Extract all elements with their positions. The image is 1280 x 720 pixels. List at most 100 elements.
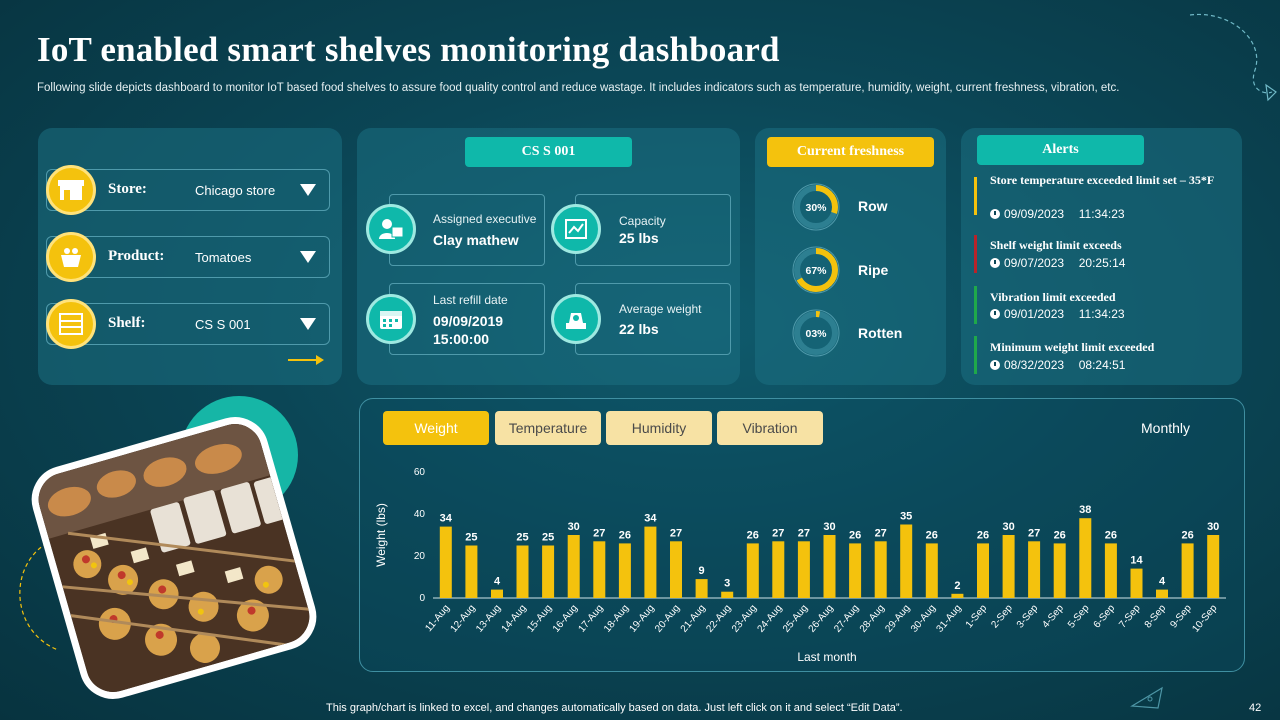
x-tick-label: 25-Aug (781, 603, 810, 635)
x-tick-label: 30-Aug (909, 603, 938, 635)
scale-icon (551, 294, 601, 344)
clock-icon (990, 360, 1000, 370)
alert-timestamp: 09/01/2023 11:34:23 (990, 307, 1125, 321)
bar-value-label: 14 (1130, 555, 1143, 567)
bar-value-label: 26 (849, 529, 861, 541)
x-tick-label: 5-Sep (1066, 603, 1092, 631)
shelf-icon (46, 299, 96, 349)
x-tick-label: 29-Aug (883, 603, 912, 635)
clock-icon (990, 258, 1000, 268)
capacity-icon (551, 204, 601, 254)
alert-date: 09/07/2023 (1004, 256, 1065, 270)
alert-title: Minimum weight limit exceeded (990, 340, 1155, 354)
bar-value-label: 27 (593, 527, 605, 539)
freshness-arc-ripe (794, 248, 838, 292)
pizza-doodle-icon (1130, 686, 1163, 709)
x-tick-label: 17-Aug (576, 603, 605, 635)
alerts-panel: Alerts Store temperature exceeded limit … (961, 128, 1242, 385)
bar-15-Aug (542, 545, 555, 598)
bar-14-Aug (516, 545, 529, 598)
bar-26-Aug (823, 535, 836, 598)
alert-time: 20:25:14 (1078, 256, 1126, 270)
bar-19-Aug (644, 526, 657, 598)
alert-timestamp: 09/07/2023 20:25:14 (990, 256, 1125, 270)
x-tick-label: 7-Sep (1117, 603, 1143, 631)
bar-value-label: 27 (1028, 527, 1040, 539)
bar-1-Sep (977, 543, 989, 598)
bar-value-label: 26 (1054, 529, 1066, 541)
x-tick-label: 24-Aug (755, 603, 784, 635)
chevron-down-icon[interactable] (300, 251, 316, 263)
bar-18-Aug (618, 543, 631, 598)
capacity-value: 25 lbs (619, 230, 659, 246)
bar-23-Aug (746, 543, 759, 598)
basket-icon (46, 232, 96, 282)
bar-value-label: 38 (1079, 504, 1091, 516)
arrow-right-icon[interactable] (288, 354, 326, 366)
x-tick-label: 21-Aug (679, 603, 708, 635)
bar-value-label: 30 (823, 521, 835, 533)
freshness-ring-row: 30% (792, 183, 840, 231)
freshness-label-rotten: Rotten (858, 325, 903, 341)
x-tick-label: 1-Sep (964, 603, 990, 631)
x-tick-label: 15-Aug (525, 603, 554, 635)
bar-29-Aug (900, 524, 913, 598)
bar-30-Aug (925, 543, 938, 598)
bar-value-label: 27 (670, 527, 682, 539)
bar-27-Aug (849, 543, 862, 598)
x-tick-label: 12-Aug (449, 603, 478, 635)
alert-title: Shelf weight limit exceeds (990, 238, 1122, 252)
bar-value-label: 30 (568, 521, 580, 533)
product-label: Product: (108, 248, 165, 264)
bar-4-Sep (1053, 543, 1066, 598)
chevron-down-icon[interactable] (300, 184, 316, 196)
page-subtitle: Following slide depicts dashboard to mon… (37, 82, 1120, 94)
y-axis-title: Weight (lbs) (374, 503, 388, 567)
x-tick-label: 22-Aug (704, 603, 733, 635)
pastry-photo-illustration (32, 417, 319, 701)
freshness-ring-ripe: 67% (792, 246, 840, 294)
alert-title: Vibration limit exceeded (990, 290, 1116, 304)
tab-weight[interactable]: Weight (383, 411, 489, 445)
freshness-panel: Current freshness 30% Row 67% Ripe 03% R… (755, 128, 946, 385)
x-tick-label: 10-Sep (1190, 603, 1219, 635)
bar-25-Aug (797, 541, 810, 598)
bar-value-label: 30 (1207, 521, 1219, 533)
x-tick-label: 23-Aug (730, 603, 759, 635)
y-tick-label: 60 (414, 467, 426, 478)
bar-value-label: 27 (798, 527, 810, 539)
executive-label: Assigned executive (433, 212, 537, 226)
bar-value-label: 26 (1181, 529, 1193, 541)
bar-22-Aug (721, 591, 734, 598)
alert-title: Store temperature exceeded limit set – 3… (990, 173, 1215, 187)
product-value: Tomatoes (195, 250, 252, 265)
y-tick-label: 40 (414, 509, 426, 520)
executive-value: Clay mathew (433, 232, 519, 248)
bar-7-Sep (1130, 568, 1143, 598)
capacity-label: Capacity (619, 214, 666, 228)
x-tick-label: 11-Aug (423, 603, 452, 634)
chevron-down-icon[interactable] (300, 318, 316, 330)
x-tick-label: 13-Aug (474, 603, 503, 635)
clock-icon (990, 309, 1000, 319)
bar-value-label: 26 (1105, 529, 1117, 541)
store-icon (46, 165, 96, 215)
tab-vibration[interactable]: Vibration (717, 411, 823, 445)
tab-humidity[interactable]: Humidity (606, 411, 712, 445)
bar-value-label: 26 (926, 529, 938, 541)
alert-date: 09/01/2023 (1004, 307, 1065, 321)
alert-time: 08:24:51 (1078, 358, 1126, 372)
shelf-card-title: CS S 001 (465, 137, 632, 167)
tab-temperature[interactable]: Temperature (495, 411, 601, 445)
freshness-title: Current freshness (767, 137, 934, 167)
bar-value-label: 34 (440, 513, 453, 525)
refill-value: 09/09/2019 15:00:00 (433, 313, 504, 347)
period-selector[interactable]: Monthly (1141, 420, 1191, 436)
clock-icon (990, 209, 1000, 219)
bar-9-Sep (1181, 543, 1194, 598)
bar-value-label: 25 (516, 532, 528, 544)
bar-24-Aug (772, 541, 785, 598)
bar-value-label: 2 (954, 580, 960, 592)
bar-20-Aug (670, 541, 682, 598)
bar-value-label: 4 (1159, 576, 1166, 588)
